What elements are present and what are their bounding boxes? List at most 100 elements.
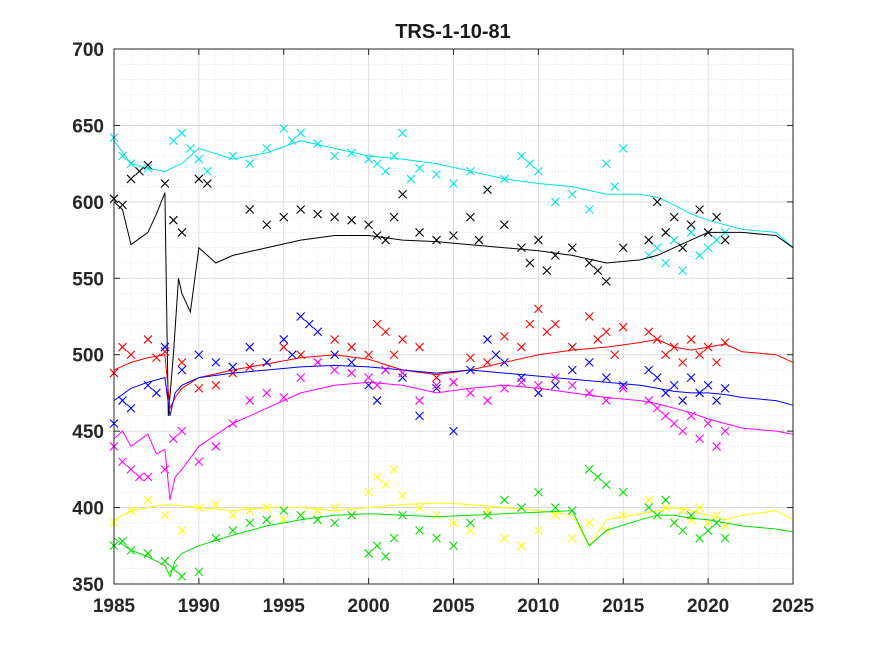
marker-black xyxy=(330,212,340,222)
marker-blue xyxy=(432,383,441,393)
marker-cyan xyxy=(406,174,416,184)
marker-red xyxy=(686,335,696,344)
marker-black xyxy=(135,166,144,176)
marker-blue xyxy=(491,350,501,360)
marker-cyan xyxy=(695,250,705,260)
marker-black xyxy=(618,243,628,253)
marker-black xyxy=(296,205,306,214)
marker-yellow xyxy=(381,480,390,490)
marker-red xyxy=(584,312,594,321)
x-tick-label: 2010 xyxy=(517,596,559,617)
marker-cyan xyxy=(279,124,289,133)
marker-green xyxy=(347,510,357,520)
marker-green xyxy=(245,518,255,528)
marker-red xyxy=(483,357,492,367)
marker-magenta xyxy=(415,396,424,405)
marker-magenta xyxy=(245,396,255,405)
marker-yellow xyxy=(550,510,560,520)
marker-green xyxy=(177,571,187,581)
marker-cyan xyxy=(500,174,509,184)
marker-yellow xyxy=(432,510,441,520)
marker-green xyxy=(228,526,238,535)
marker-magenta xyxy=(296,373,306,383)
marker-black xyxy=(678,243,688,253)
marker-magenta xyxy=(669,419,679,428)
marker-yellow xyxy=(584,518,594,528)
marker-green xyxy=(661,495,671,505)
marker-yellow xyxy=(398,490,407,500)
marker-black xyxy=(644,235,654,245)
marker-blue xyxy=(720,383,730,393)
marker-cyan xyxy=(194,154,204,164)
marker-red xyxy=(500,331,509,341)
marker-green xyxy=(262,515,272,525)
marker-black xyxy=(550,250,560,260)
y-tick-label: 600 xyxy=(72,193,104,214)
marker-black xyxy=(593,266,603,276)
marker-blue xyxy=(152,388,161,398)
marker-red xyxy=(661,350,671,360)
marker-blue xyxy=(330,350,340,360)
marker-green xyxy=(601,480,611,490)
x-tick-label: 1985 xyxy=(93,596,136,617)
marker-cyan xyxy=(398,128,407,138)
marker-magenta xyxy=(644,396,654,405)
marker-black xyxy=(695,205,705,214)
marker-green xyxy=(160,556,170,566)
marker-magenta xyxy=(695,434,705,444)
marker-red xyxy=(644,327,654,337)
marker-yellow xyxy=(567,533,577,543)
marker-black xyxy=(389,212,399,222)
marker-cyan xyxy=(202,166,212,176)
marker-black xyxy=(474,235,484,245)
marker-cyan xyxy=(364,154,374,164)
marker-black xyxy=(720,235,730,245)
marker-magenta xyxy=(517,377,526,387)
x-tick-label: 2000 xyxy=(347,596,389,617)
marker-green xyxy=(381,552,390,561)
marker-yellow xyxy=(262,503,272,512)
marker-black xyxy=(661,228,671,237)
marker-blue xyxy=(483,335,492,344)
marker-green xyxy=(296,510,306,520)
marker-black xyxy=(567,243,577,253)
marker-magenta xyxy=(618,383,628,393)
marker-blue xyxy=(398,373,407,383)
marker-black xyxy=(483,185,492,195)
marker-yellow xyxy=(389,464,399,474)
marker-red xyxy=(550,319,560,329)
marker-black xyxy=(525,258,535,268)
marker-magenta xyxy=(483,396,492,405)
marker-blue xyxy=(347,357,357,367)
marker-magenta xyxy=(177,426,187,436)
series-magenta xyxy=(109,357,794,501)
marker-cyan xyxy=(118,151,127,161)
marker-yellow xyxy=(160,510,170,520)
marker-red xyxy=(601,327,611,337)
marker-green xyxy=(169,564,178,574)
marker-black xyxy=(372,231,382,240)
marker-green xyxy=(720,533,730,543)
marker-blue xyxy=(177,365,187,375)
marker-black xyxy=(126,174,136,184)
marker-black xyxy=(517,243,526,253)
x-tick-label: 2020 xyxy=(687,596,729,617)
marker-black xyxy=(533,235,543,245)
marker-blue xyxy=(415,411,424,421)
marker-cyan xyxy=(389,151,399,161)
marker-green xyxy=(398,510,407,520)
marker-green xyxy=(330,518,340,528)
marker-green xyxy=(669,518,679,528)
y-tick-label: 650 xyxy=(72,116,104,137)
marker-magenta xyxy=(169,434,178,444)
marker-green xyxy=(567,506,577,516)
marker-yellow xyxy=(330,503,340,512)
marker-green xyxy=(279,506,289,516)
marker-magenta xyxy=(703,419,713,428)
marker-yellow xyxy=(661,503,671,512)
marker-cyan xyxy=(185,143,195,153)
marker-red xyxy=(152,353,161,363)
marker-blue xyxy=(245,342,255,352)
marker-black xyxy=(652,197,662,207)
